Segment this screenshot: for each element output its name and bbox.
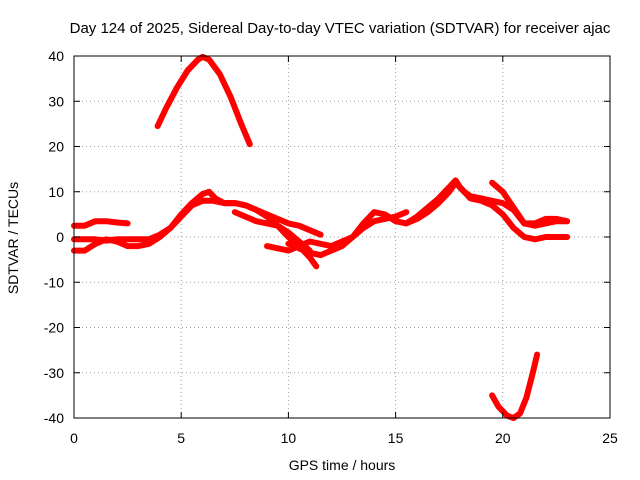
y-tick-label: 20 xyxy=(48,139,64,155)
x-tick-label: 0 xyxy=(70,430,78,446)
y-tick-label: -40 xyxy=(44,410,64,426)
series-line-pass-2 xyxy=(71,197,320,270)
y-tick-label: 40 xyxy=(48,48,64,64)
series-line-pass-3 xyxy=(71,188,324,244)
series-line-pass-1 xyxy=(71,218,131,229)
series-line-pass-10 xyxy=(489,351,541,421)
y-tick-label: -20 xyxy=(44,320,64,336)
series-line-pass-9 xyxy=(489,179,571,227)
series-line-pass-4 xyxy=(154,53,253,148)
series-line-pass-6 xyxy=(264,209,410,254)
series-line-pass-5 xyxy=(231,209,313,254)
x-tick-label: 10 xyxy=(281,430,297,446)
data-series xyxy=(71,53,571,421)
y-tick-label: 30 xyxy=(48,93,64,109)
y-axis-label: SDTVAR / TECUs xyxy=(5,182,21,294)
x-axis-label: GPS time / hours xyxy=(289,457,396,473)
y-tick-label: 0 xyxy=(56,229,64,245)
y-tick-label: -10 xyxy=(44,274,64,290)
chart-title: Day 124 of 2025, Sidereal Day-to-day VTE… xyxy=(70,20,611,37)
y-tick-label: 10 xyxy=(48,184,64,200)
x-tick-label: 25 xyxy=(602,430,618,446)
x-tick-label: 15 xyxy=(388,430,404,446)
y-tick-label: -30 xyxy=(44,365,64,381)
x-tick-label: 5 xyxy=(177,430,185,446)
axis-ticks: 0 5 10 15 20 25 -40 -30 -20 -10 0 10 20 30 40 xyxy=(44,48,618,446)
x-tick-label: 20 xyxy=(495,430,511,446)
series-line-pass-8 xyxy=(403,177,571,243)
